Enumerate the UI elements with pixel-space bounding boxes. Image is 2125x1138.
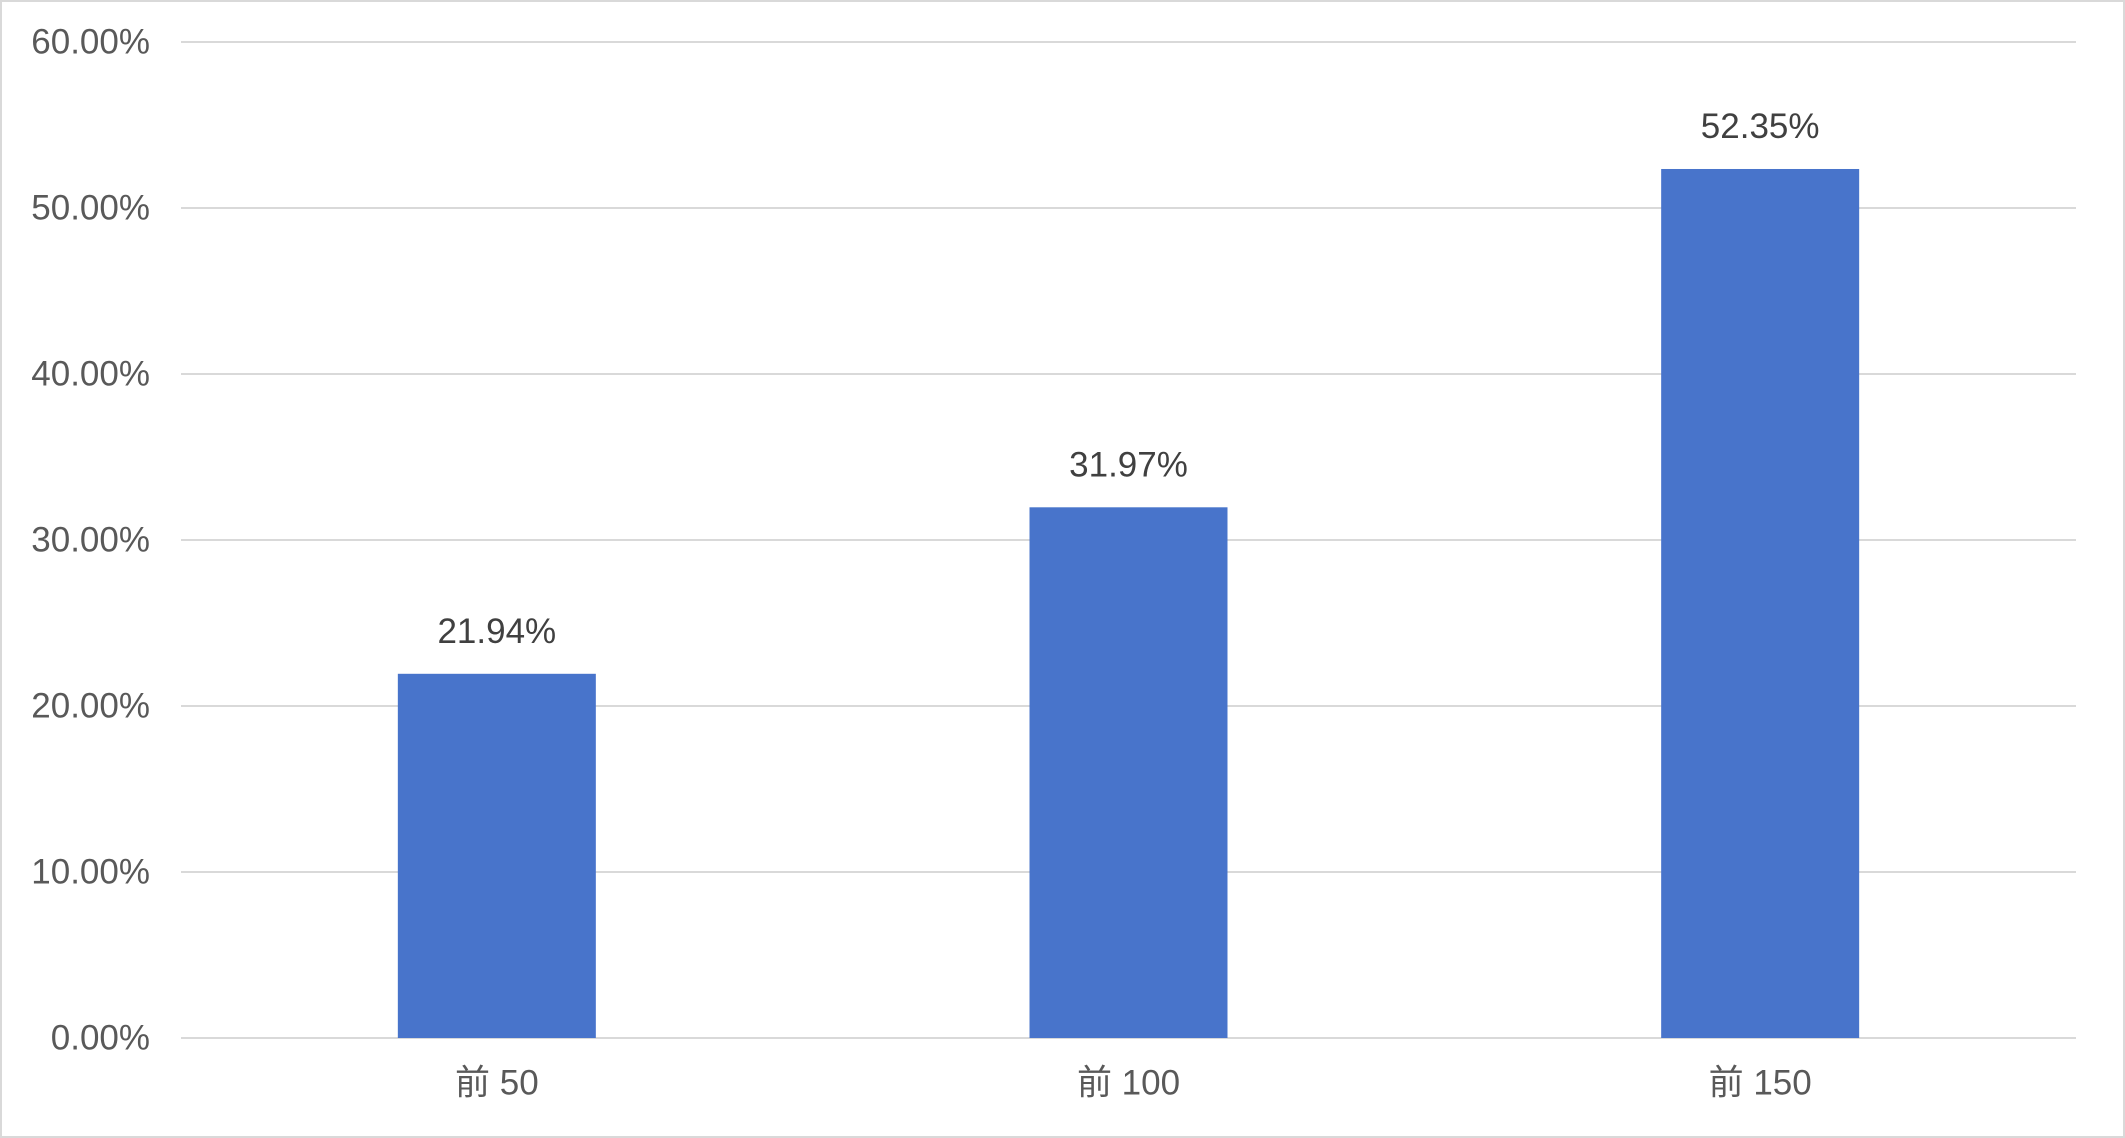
- y-tick-label: 20.00%: [31, 686, 150, 725]
- x-tick-label: 前 150: [1709, 1063, 1812, 1102]
- y-tick-label: 30.00%: [31, 520, 150, 559]
- bar: [1661, 168, 1860, 1039]
- data-label: 52.35%: [1701, 107, 1820, 146]
- bar: [397, 673, 596, 1038]
- bar: [1029, 507, 1228, 1039]
- x-tick-label: 前 50: [455, 1063, 539, 1102]
- y-tick-label: 0.00%: [51, 1018, 150, 1057]
- y-tick-label: 60.00%: [31, 22, 150, 61]
- y-tick-label: 40.00%: [31, 354, 150, 393]
- y-tick-label: 10.00%: [31, 852, 150, 891]
- x-tick-label: 前 100: [1077, 1063, 1180, 1102]
- data-label: 21.94%: [437, 612, 556, 651]
- data-label: 31.97%: [1069, 446, 1188, 485]
- y-tick-label: 50.00%: [31, 188, 150, 227]
